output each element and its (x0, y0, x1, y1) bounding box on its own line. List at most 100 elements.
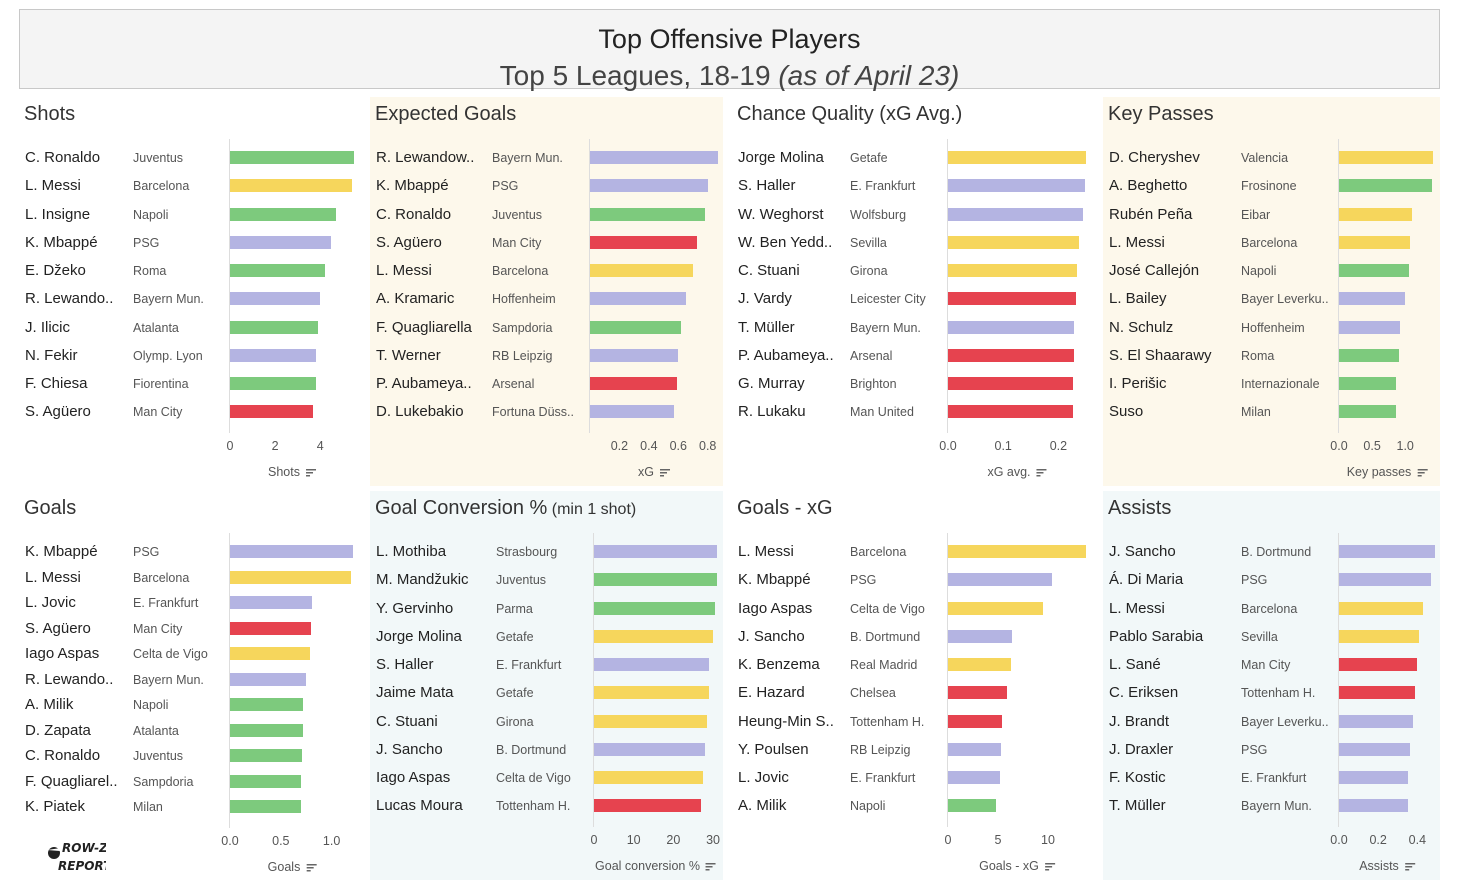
bar-mark[interactable] (948, 179, 1085, 193)
sort-icon[interactable] (1404, 862, 1415, 871)
bar-mark[interactable] (1339, 601, 1423, 615)
sort-icon[interactable] (705, 862, 716, 871)
bar-mark[interactable] (230, 800, 301, 813)
bar-mark[interactable] (1339, 799, 1408, 813)
bar-mark[interactable] (230, 596, 312, 609)
bar-mark[interactable] (594, 771, 703, 784)
bar-mark[interactable] (230, 320, 318, 334)
bar-mark[interactable] (948, 207, 1083, 221)
bar-mark[interactable] (590, 264, 693, 277)
bar-mark[interactable] (948, 742, 1001, 756)
bar-mark[interactable] (948, 292, 1076, 306)
sort-icon[interactable] (659, 468, 670, 477)
bar-mark[interactable] (230, 292, 320, 306)
bar-mark[interactable] (1339, 405, 1396, 419)
sort-icon[interactable] (1036, 468, 1047, 477)
x-axis-title[interactable]: xG avg. (987, 465, 1047, 479)
bar-mark[interactable] (594, 545, 717, 558)
bar-mark[interactable] (590, 151, 718, 164)
bar-mark[interactable] (230, 377, 316, 390)
bar-mark[interactable] (948, 658, 1011, 671)
bar-mark[interactable] (1339, 264, 1409, 277)
bar-mark[interactable] (948, 629, 1012, 643)
bar-mark[interactable] (590, 179, 708, 193)
bar-mark[interactable] (948, 264, 1077, 277)
x-axis-title[interactable]: Goals - xG (979, 859, 1055, 873)
bar-mark[interactable] (1339, 348, 1399, 362)
bar-mark[interactable] (594, 799, 701, 813)
bar-mark[interactable] (590, 320, 681, 334)
bar-mark[interactable] (1339, 545, 1435, 558)
bar-mark[interactable] (948, 714, 1002, 728)
bar-mark[interactable] (948, 405, 1073, 419)
x-axis-title[interactable]: Shots (268, 465, 316, 479)
bar-mark[interactable] (948, 348, 1074, 362)
bar-mark[interactable] (1339, 320, 1400, 334)
bar-mark[interactable] (230, 647, 310, 660)
bar-mark[interactable] (948, 377, 1073, 390)
bar-mark[interactable] (1339, 235, 1410, 249)
bar-mark[interactable] (948, 601, 1043, 615)
bar-mark[interactable] (230, 405, 313, 419)
bar-mark[interactable] (594, 742, 705, 756)
bar-mark[interactable] (590, 405, 674, 419)
bar-mark[interactable] (590, 207, 705, 221)
bar-mark[interactable] (948, 686, 1007, 700)
x-axis-title-text: Shots (268, 465, 300, 480)
bar-mark[interactable] (1339, 207, 1412, 221)
bar-mark[interactable] (594, 629, 713, 643)
bar-mark[interactable] (948, 799, 996, 813)
bar-mark[interactable] (590, 292, 686, 306)
bar-mark[interactable] (594, 601, 715, 615)
sort-icon[interactable] (1044, 862, 1055, 871)
player-team: PSG (133, 545, 160, 559)
bar-mark[interactable] (230, 723, 303, 737)
sort-icon[interactable] (306, 863, 317, 872)
bar-mark[interactable] (594, 658, 709, 671)
bar-mark[interactable] (230, 151, 354, 164)
bar-mark[interactable] (1339, 658, 1417, 671)
x-axis-title[interactable]: Assists (1359, 859, 1415, 873)
bar-mark[interactable] (590, 235, 697, 249)
bar-mark[interactable] (230, 264, 325, 277)
bar-mark[interactable] (230, 545, 353, 558)
bar-mark[interactable] (1339, 573, 1431, 587)
bar-mark[interactable] (230, 672, 306, 686)
bar-mark[interactable] (1339, 714, 1413, 728)
bar-mark[interactable] (230, 621, 311, 635)
bar-mark[interactable] (594, 686, 709, 700)
sort-icon[interactable] (1417, 468, 1428, 477)
bar-mark[interactable] (230, 348, 316, 362)
bar-mark[interactable] (1339, 151, 1433, 164)
bar-mark[interactable] (590, 348, 678, 362)
bar-mark[interactable] (948, 545, 1086, 558)
bar-mark[interactable] (1339, 377, 1396, 390)
bar-mark[interactable] (594, 573, 717, 587)
bar-mark[interactable] (1339, 742, 1410, 756)
bar-mark[interactable] (948, 320, 1074, 334)
bar-mark[interactable] (230, 774, 301, 788)
bar-mark[interactable] (948, 573, 1052, 587)
bar-mark[interactable] (1339, 771, 1408, 784)
bar-mark[interactable] (230, 207, 336, 221)
x-axis-title[interactable]: Key passes (1347, 465, 1428, 479)
bar-mark[interactable] (948, 151, 1086, 164)
sort-icon[interactable] (305, 468, 316, 477)
bar-mark[interactable] (230, 235, 331, 249)
bar-mark[interactable] (948, 771, 1000, 784)
x-axis-title[interactable]: Goals (268, 860, 317, 874)
bar-mark[interactable] (948, 235, 1079, 249)
x-axis-title[interactable]: Goal conversion % (595, 859, 716, 873)
bar-mark[interactable] (1339, 686, 1415, 700)
bar-mark[interactable] (1339, 179, 1432, 193)
bar-mark[interactable] (1339, 629, 1419, 643)
bar-mark[interactable] (230, 698, 303, 711)
bar-mark[interactable] (230, 570, 351, 584)
bar-mark[interactable] (594, 714, 707, 728)
bar-mark[interactable] (230, 179, 352, 193)
bar-mark[interactable] (230, 749, 302, 762)
player-name: Jorge Molina (376, 627, 462, 645)
bar-mark[interactable] (1339, 292, 1405, 306)
x-axis-title[interactable]: xG (638, 465, 670, 479)
bar-mark[interactable] (590, 377, 677, 390)
